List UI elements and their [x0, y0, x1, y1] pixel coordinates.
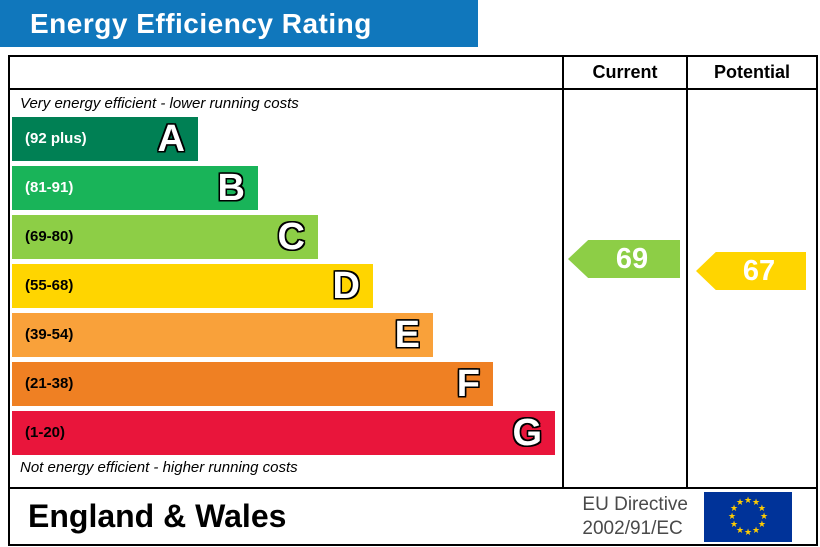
header-spacer: [10, 57, 562, 88]
band-letter: G: [512, 411, 542, 454]
svg-text:★: ★: [736, 525, 744, 535]
column-header-potential: Potential: [686, 57, 816, 88]
svg-text:★: ★: [752, 498, 760, 508]
band-row-b: (81-91) B: [12, 163, 562, 212]
rating-table: Current Potential Very energy efficient …: [8, 55, 818, 546]
page-title: Energy Efficiency Rating: [30, 8, 372, 39]
chart-body: Very energy efficient - lower running co…: [10, 90, 816, 487]
band-range-label: (55-68): [25, 277, 74, 294]
band-letter: A: [157, 117, 185, 160]
svg-text:★: ★: [758, 504, 766, 514]
band-letter: B: [217, 166, 245, 209]
potential-column: [686, 90, 816, 487]
band-letter: D: [332, 264, 360, 307]
band-range-label: (69-80): [25, 228, 74, 245]
rating-bands: (92 plus) A (81-91) B (69-80) C (55-68) D (39-54…: [10, 114, 562, 457]
band-row-a: (92 plus) A: [12, 114, 562, 163]
band-letter: C: [277, 215, 305, 258]
eu-flag-icon: ★ ★ ★ ★ ★ ★ ★ ★ ★ ★ ★ ★: [704, 491, 792, 542]
band-bar-c: (69-80) C: [12, 214, 318, 259]
footer-row: England & Wales EU Directive 2002/91/EC …: [10, 487, 816, 544]
svg-text:★: ★: [744, 528, 752, 538]
svg-text:★: ★: [728, 512, 736, 522]
band-row-d: (55-68) D: [12, 261, 562, 310]
band-row-f: (21-38) F: [12, 359, 562, 408]
band-bar-d: (55-68) D: [12, 263, 373, 308]
band-row-c: (69-80) C: [12, 212, 562, 261]
band-bar-b: (81-91) B: [12, 165, 258, 210]
region-label: England & Wales: [28, 498, 287, 534]
svg-text:★: ★: [730, 520, 738, 530]
column-header-current: Current: [562, 57, 686, 88]
svg-text:★: ★: [752, 525, 760, 535]
current-rating-arrow: 69: [568, 240, 680, 278]
svg-text:★: ★: [758, 520, 766, 530]
band-range-label: (81-91): [25, 179, 74, 196]
band-bar-g: (1-20) G: [12, 410, 555, 455]
bottom-note: Not energy efficient - higher running co…: [20, 459, 298, 476]
band-letter: E: [394, 313, 420, 356]
current-column: [562, 90, 686, 487]
bands-area: Very energy efficient - lower running co…: [10, 90, 562, 487]
eu-directive-line2: 2002/91/EC: [582, 517, 683, 539]
eu-directive-line1: EU Directive: [582, 493, 688, 515]
top-note: Very energy efficient - lower running co…: [20, 95, 299, 112]
band-bar-a: (92 plus) A: [12, 116, 198, 161]
title-bar: Energy Efficiency Rating: [0, 0, 478, 47]
band-row-g: (1-20) G: [12, 408, 562, 457]
svg-text:★: ★: [760, 512, 768, 522]
band-range-label: (1-20): [25, 424, 66, 441]
eu-directive-text: EU Directive 2002/91/EC: [582, 493, 688, 541]
band-range-label: (39-54): [25, 326, 74, 343]
svg-text:★: ★: [736, 498, 744, 508]
band-bar-f: (21-38) F: [12, 361, 493, 406]
svg-text:★: ★: [744, 496, 752, 506]
band-row-e: (39-54) E: [12, 310, 562, 359]
column-header-row: Current Potential: [10, 57, 816, 90]
band-bar-e: (39-54) E: [12, 312, 433, 357]
band-letter: F: [456, 362, 480, 405]
band-range-label: (92 plus): [25, 130, 87, 147]
band-range-label: (21-38): [25, 375, 74, 392]
potential-rating-arrow: 67: [696, 252, 806, 290]
svg-text:★: ★: [730, 504, 738, 514]
